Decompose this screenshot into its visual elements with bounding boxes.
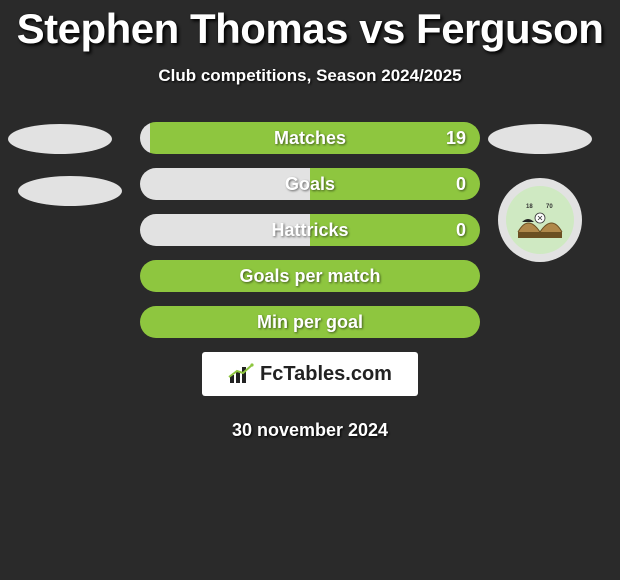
stat-label: Hattricks [140, 214, 480, 246]
stat-value-right: 19 [446, 122, 466, 154]
stat-bar: Hattricks0 [140, 214, 480, 246]
stat-bar: Min per goal [140, 306, 480, 338]
stat-bar: Matches19 [140, 122, 480, 154]
stat-label: Goals per match [140, 260, 480, 292]
page-title: Stephen Thomas vs Ferguson [0, 0, 620, 52]
logo-text: FcTables.com [260, 363, 392, 386]
decorative-oval-left [8, 124, 112, 154]
decorative-oval-left [18, 176, 122, 206]
stat-label: Min per goal [140, 306, 480, 338]
stat-label: Matches [140, 122, 480, 154]
stat-value-right: 0 [456, 168, 466, 200]
footer-date: 30 november 2024 [0, 420, 620, 441]
stat-bar: Goals0 [140, 168, 480, 200]
stat-row: Goals per match [0, 260, 620, 292]
svg-text:18: 18 [526, 204, 533, 210]
subtitle: Club competitions, Season 2024/2025 [0, 66, 620, 86]
fctables-logo: FcTables.com [202, 352, 418, 396]
stat-label: Goals [140, 168, 480, 200]
svg-text:70: 70 [546, 204, 553, 210]
stat-value-right: 0 [456, 214, 466, 246]
decorative-oval-right [488, 124, 592, 154]
bar-chart-icon [228, 363, 254, 385]
club-badge: 18 70 [498, 178, 582, 262]
stat-row: Min per goal [0, 306, 620, 338]
club-badge-icon: 18 70 [512, 192, 568, 248]
stat-bar: Goals per match [140, 260, 480, 292]
